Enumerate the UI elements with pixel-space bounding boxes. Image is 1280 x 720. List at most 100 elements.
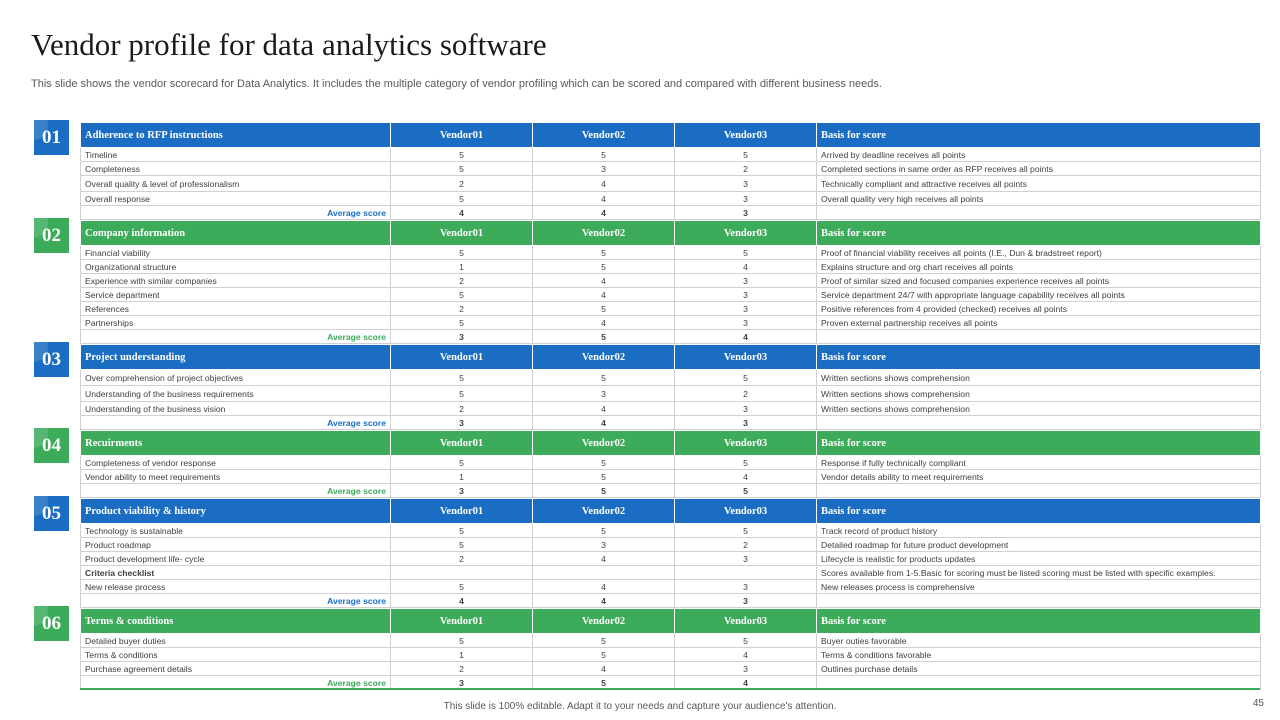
vendor02-header: Vendor02 [532,608,675,634]
basis-cell: Proof of similar sized and focused compa… [816,273,1261,288]
vendor03-header: Vendor03 [674,430,817,456]
basis-cell: Detailed roadmap for future product deve… [816,537,1261,552]
average-score-row: Average score 4 4 3 [80,205,1261,220]
basis-cell: Proven external partnership receives all… [816,315,1261,330]
vendor01-score: 5 [390,287,533,302]
vendor03-score: 5 [674,147,817,162]
category-header: Product viability & history [80,498,391,524]
average-score-label: Average score [80,483,391,498]
vendor03-header: Vendor03 [674,344,817,370]
category-header: Project understanding [80,344,391,370]
vendor02-score: 4 [532,287,675,302]
average-basis-empty [816,205,1261,220]
basis-cell: Track record of product history [816,523,1261,538]
average-basis-empty [816,415,1261,430]
basis-cell: Response if fully technically compliant [816,455,1261,470]
vendor01-average: 3 [390,415,533,430]
vendor03-score: 3 [674,301,817,316]
vendor01-header: Vendor01 [390,344,533,370]
basis-cell: Technically compliant and attractive rec… [816,175,1261,192]
vendor01-score: 5 [390,161,533,176]
scorecard-table: Terms & conditions Vendor01 Vendor02 Vendor… [80,608,1261,690]
vendor03-header: Vendor03 [674,220,817,246]
table-header-row: Project understanding Vendor01 Vendor02 Ven… [80,344,1261,370]
vendor01-score: 2 [390,175,533,192]
vendor01-average: 4 [390,205,533,220]
section-number-badge: 05 [34,496,69,531]
basis-cell: Vendor details ability to meet requireme… [816,469,1261,484]
vendor02-score: 4 [532,401,675,416]
table-bottom-line [80,688,1260,690]
criterion-cell: Terms & conditions [80,647,391,662]
vendor02-score: 3 [532,537,675,552]
criterion-cell: Product roadmap [80,537,391,552]
basis-cell: Overall quality very high receives all p… [816,191,1261,206]
vendor02-header: Vendor02 [532,344,675,370]
vendor01-header: Vendor01 [390,608,533,634]
average-basis-empty [816,329,1261,344]
vendor02-score: 4 [532,191,675,206]
vendor02-score: 5 [532,633,675,648]
criterion-cell: Overall response [80,191,391,206]
criterion-cell: New release process [80,579,391,594]
basis-cell: Scores available from 1-5.Basic for scor… [816,565,1261,580]
average-score-row: Average score 3 5 4 [80,675,1261,690]
vendor02-score: 4 [532,661,675,676]
vendor01-average: 3 [390,329,533,344]
section-number-badge: 02 [34,218,69,253]
vendor02-score [532,565,675,580]
vendor02-score: 5 [532,301,675,316]
basis-cell: Terms & conditions favorable [816,647,1261,662]
criterion-cell: Experience with similar companies [80,273,391,288]
vendor01-header: Vendor01 [390,220,533,246]
criterion-cell: Vendor ability to meet requirements [80,469,391,484]
basis-cell: Completed sections in same order as RFP … [816,161,1261,176]
basis-header: Basis for score [816,344,1261,370]
criterion-cell: Timeline [80,147,391,162]
scorecard-table: Recuirments Vendor01 Vendor02 Vendor03 Basis… [80,430,1261,498]
vendor03-average: 5 [674,483,817,498]
criterion-cell: Financial viability [80,245,391,260]
average-score-label: Average score [80,329,391,344]
vendor01-score: 2 [390,551,533,566]
table-row: Criteria checklist Scores available from … [80,565,1261,580]
basis-cell: Outlines purchase details [816,661,1261,676]
basis-cell: Lifecycle is realistic for products upda… [816,551,1261,566]
vendor01-score: 2 [390,273,533,288]
criterion-cell: Overall quality & level of professionali… [80,175,391,192]
criterion-cell: Completeness of vendor response [80,455,391,470]
table-row: Product development life- cycle 2 4 3 Lifecy… [80,551,1261,566]
vendor03-score: 3 [674,191,817,206]
vendor01-score: 5 [390,455,533,470]
category-header: Company information [80,220,391,246]
table-row: References 2 5 3 Positive references from 4 … [80,301,1261,316]
vendor03-score: 3 [674,401,817,416]
table-header-row: Adherence to RFP instructions Vendor01 Ven… [80,122,1261,148]
table-header-row: Product viability & history Vendor01 Vendo… [80,498,1261,524]
table-row: Purchase agreement details 2 4 3 Outlines pu… [80,661,1261,676]
vendor02-score: 4 [532,175,675,192]
criterion-cell: Understanding of the business vision [80,401,391,416]
table-row: Partnerships 5 4 3 Proven external partnersh… [80,315,1261,330]
vendor02-score: 4 [532,579,675,594]
vendor03-score: 5 [674,523,817,538]
basis-cell: Buyer outies favorable [816,633,1261,648]
basis-header: Basis for score [816,608,1261,634]
vendor02-average: 4 [532,205,675,220]
category-header: Adherence to RFP instructions [80,122,391,148]
scorecard-table: Product viability & history Vendor01 Vendo… [80,498,1261,608]
average-score-label: Average score [80,205,391,220]
vendor01-score: 5 [390,385,533,402]
criterion-cell: Service department [80,287,391,302]
vendor02-average: 4 [532,593,675,608]
basis-header: Basis for score [816,498,1261,524]
vendor01-score: 2 [390,661,533,676]
vendor03-score: 5 [674,633,817,648]
vendor03-header: Vendor03 [674,608,817,634]
average-score-label: Average score [80,415,391,430]
vendor03-score: 3 [674,287,817,302]
category-header: Recuirments [80,430,391,456]
section-number: 02 [42,224,61,246]
vendor01-score: 5 [390,633,533,648]
vendor03-average: 3 [674,205,817,220]
